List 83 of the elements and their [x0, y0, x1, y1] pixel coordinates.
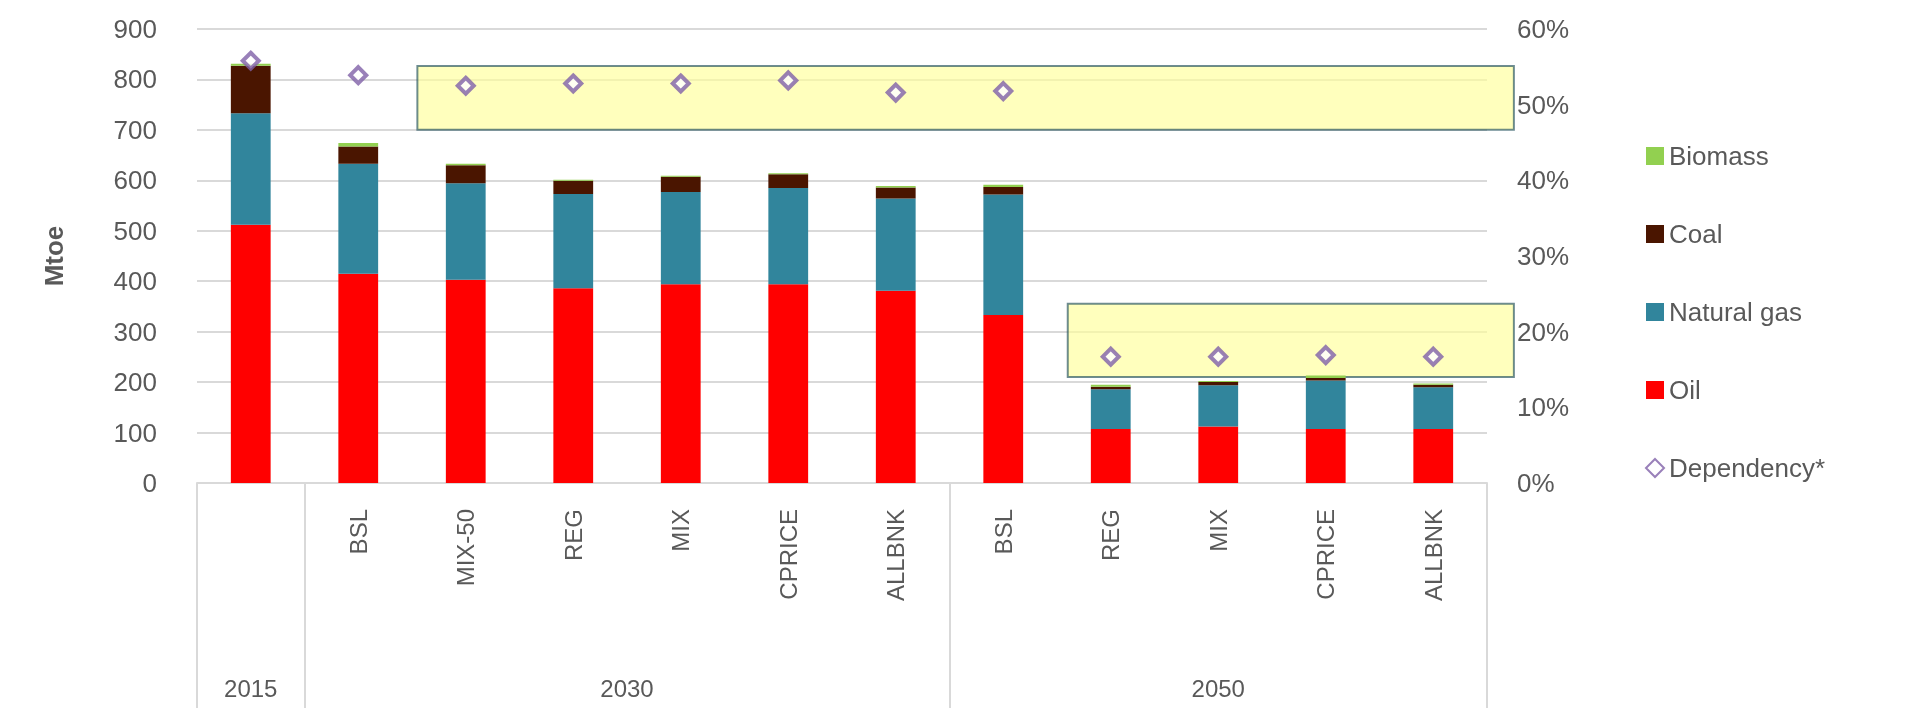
- bar: [983, 184, 1024, 187]
- x-tick-label: MIX: [1204, 509, 1232, 552]
- y2-tick-label: 50%: [1517, 89, 1570, 120]
- y-tick-label: 100: [113, 417, 157, 448]
- bar: [230, 65, 271, 114]
- bar: [983, 194, 1024, 316]
- y-tick-label: 0: [142, 468, 157, 498]
- x-tick-label: REG: [559, 509, 587, 562]
- bar: [445, 279, 486, 483]
- point: [348, 65, 369, 86]
- bar: [1305, 380, 1346, 430]
- legend-label: Coal: [1669, 219, 1723, 249]
- y2-tick-label: 20%: [1517, 316, 1570, 347]
- y2-tick-label: 30%: [1517, 241, 1570, 271]
- y-tick-label: 800: [113, 64, 157, 95]
- y-tick-label: 600: [113, 165, 157, 196]
- bar: [1198, 426, 1239, 483]
- x-tick-label: MIX-50: [452, 509, 480, 587]
- bar: [660, 284, 701, 483]
- bar: [875, 290, 916, 483]
- bar: [660, 191, 701, 285]
- legend-label: Natural gas: [1669, 297, 1802, 327]
- legend-label: Biomass: [1669, 141, 1769, 171]
- bar: [338, 273, 379, 483]
- bar: [875, 198, 916, 291]
- point: [993, 81, 1014, 102]
- bar: [1305, 429, 1346, 483]
- y-tick-label: 400: [113, 266, 157, 297]
- bar: [230, 113, 271, 225]
- bar: [553, 193, 594, 289]
- text: 2050: [1191, 674, 1245, 702]
- point: [455, 75, 476, 96]
- x-tick-label: REG: [1097, 509, 1125, 562]
- bar: [660, 176, 701, 192]
- bar: [338, 163, 379, 274]
- y-tick-label: 700: [113, 114, 157, 145]
- bar: [983, 315, 1024, 483]
- point: [1208, 346, 1229, 367]
- legend-label: Dependency*: [1669, 453, 1826, 483]
- x-tick-label: CPRICE: [774, 509, 802, 600]
- y2-tick-label: 40%: [1517, 165, 1570, 196]
- bar: [553, 288, 594, 483]
- point: [885, 82, 906, 103]
- point: [240, 50, 261, 71]
- bar: [1413, 429, 1454, 483]
- y2-tick-label: 0%: [1517, 468, 1555, 498]
- x-tick-label: ALLBNK: [1419, 509, 1447, 602]
- x-tick-label: ALLBNK: [882, 509, 910, 602]
- y2-tick-label: 60%: [1517, 14, 1570, 44]
- bar: [983, 186, 1024, 195]
- bar: [1198, 385, 1239, 427]
- bar: [768, 187, 809, 285]
- point: [563, 73, 584, 94]
- bar: [445, 165, 486, 184]
- y-axis-title: Mtoe: [39, 225, 69, 287]
- legend-label: Oil: [1669, 375, 1701, 405]
- bar: [768, 284, 809, 483]
- bar: [230, 224, 271, 483]
- y-tick-label: 500: [113, 215, 157, 246]
- bar: [1090, 429, 1131, 483]
- bar: [1413, 387, 1454, 430]
- x-tick-label: MIX: [667, 509, 695, 552]
- bar: [875, 187, 916, 199]
- text: 2015: [224, 674, 278, 702]
- y-tick-label: 200: [113, 367, 157, 398]
- y2-tick-label: 10%: [1517, 392, 1570, 423]
- text: 2030: [600, 674, 654, 702]
- y-tick-label: 300: [113, 316, 157, 347]
- bar: [338, 146, 379, 164]
- bar: [338, 143, 379, 147]
- bar: [553, 180, 594, 194]
- point: [778, 70, 799, 91]
- y-tick-label: 900: [113, 14, 157, 44]
- point: [1423, 346, 1444, 367]
- bar: [768, 174, 809, 188]
- point: [1100, 346, 1121, 367]
- bar: [1090, 389, 1131, 430]
- point: [1315, 345, 1336, 366]
- point: [670, 73, 691, 94]
- bar: [445, 183, 486, 280]
- x-tick-label: BSL: [989, 509, 1017, 555]
- x-tick-label: BSL: [344, 509, 372, 555]
- x-tick-label: CPRICE: [1312, 509, 1340, 600]
